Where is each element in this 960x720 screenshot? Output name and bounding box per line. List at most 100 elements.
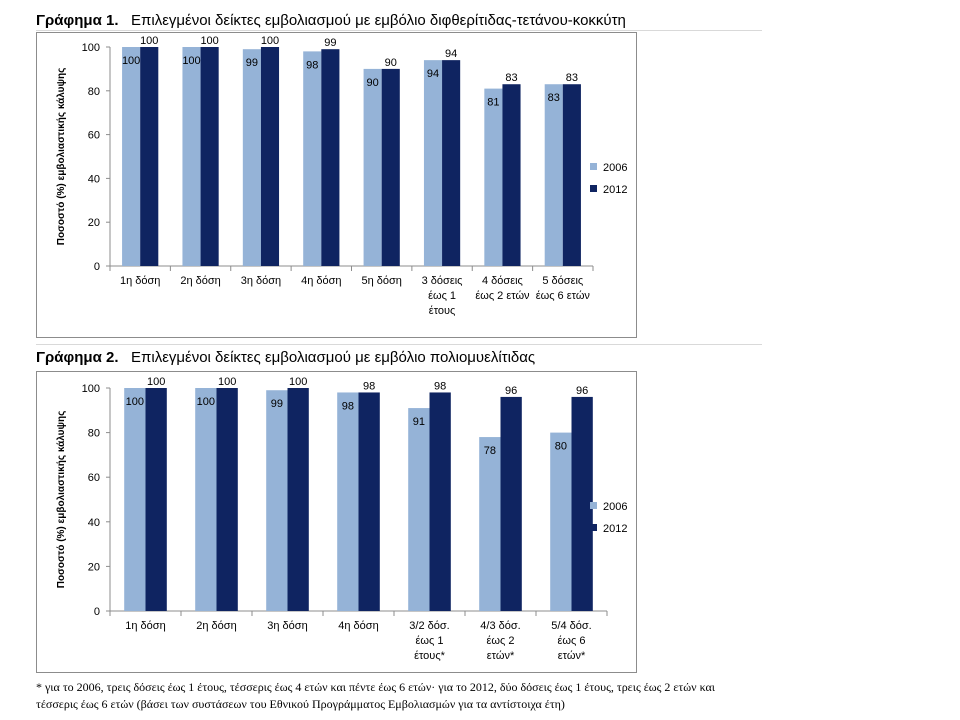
chart-1-data-label-2006: 90 <box>367 77 379 89</box>
chart-1-bar-2006 <box>242 49 261 266</box>
chart-1-y-tick-label: 80 <box>88 86 100 98</box>
chart-1-legend-swatch-2012 <box>590 185 597 192</box>
chart-1-data-label-2012: 100 <box>140 35 158 47</box>
chart-1-y-tick-label: 20 <box>88 217 100 229</box>
chart-1-bar-2012 <box>260 47 280 266</box>
chart-2-y-axis-label: Ποσοστό (%) εμβολιαστικής κάλυψης <box>56 411 67 589</box>
chart-1-y-axis-label: Ποσοστό (%) εμβολιαστικής κάλυψης <box>56 68 67 246</box>
chart-2-legend-label-2012: 2012 <box>603 523 627 535</box>
chart-2-x-tick-label: έως 1 <box>416 635 444 647</box>
chart-2-label: Γράφημα 2. <box>36 349 119 366</box>
chart-1-data-label-2006: 98 <box>306 59 318 71</box>
chart-1-data-label-2012: 100 <box>200 35 218 47</box>
chart-1-title-text: Επιλεγμένοι δείκτες εμβολιασμού με εμβόλ… <box>131 12 626 29</box>
chart-1-label: Γράφημα 1. <box>36 12 119 29</box>
chart-2-data-label-2012: 100 <box>218 376 236 388</box>
chart-1-bar-2006 <box>544 84 563 266</box>
chart-1-bar-2012 <box>381 68 400 267</box>
chart-2-bar-2006 <box>550 432 572 611</box>
chart-2-x-tick-label: 3/2 δόσ. <box>409 620 449 632</box>
chart-2-legend-swatch-2012 <box>590 524 597 531</box>
chart-1-bar-2006 <box>303 51 322 266</box>
chart-2-bar-2006 <box>337 392 359 611</box>
chart-2-title-text: Επιλεγμένοι δείκτες εμβολιασμού με εμβόλ… <box>131 349 536 366</box>
chart-1-data-label-2012: 100 <box>261 35 279 47</box>
chart-1-data-label-2012: 94 <box>445 48 457 60</box>
chart-2-bar-2012 <box>358 392 380 611</box>
chart-2-x-tick-label: 1η δόση <box>125 620 165 632</box>
chart-2-svg: 0 20 40 60 80 100 Ποσοστό (%) εμβολιαστικής κά… <box>56 376 627 662</box>
chart-1-y-tick-label: 60 <box>88 130 100 142</box>
chart-1-data-label-2006: 81 <box>487 97 499 109</box>
chart-1-bar-2006 <box>363 68 382 267</box>
chart-2-data-label-2006: 100 <box>197 396 215 408</box>
chart-1-x-tick-label: 4 δόσεις <box>482 275 523 287</box>
chart-1-x-tick-label: έως 6 ετών <box>536 290 591 302</box>
chart-2-bar-2006 <box>124 388 146 611</box>
chart-1-legend-swatch-2006 <box>590 163 597 170</box>
chart-2-title: Γράφημα 2. Επιλεγμένοι δείκτες εμβολιασμ… <box>36 349 535 366</box>
chart-2-x-tick-label: έως 6 <box>558 635 586 647</box>
chart-1-rule <box>36 30 762 31</box>
chart-1-title: Γράφημα 1. Επιλεγμένοι δείκτες εμβολιασμ… <box>36 12 626 29</box>
chart-1-bar-2012 <box>200 47 219 266</box>
chart-1-x-tick-label: έως 1 <box>428 290 456 302</box>
chart-2-bar-2012 <box>571 396 593 611</box>
chart-2-bar-2006 <box>195 388 217 611</box>
chart-2-data-label-2006: 78 <box>484 445 496 457</box>
chart-1-x-tick-label: 2η δόση <box>180 275 220 287</box>
chart-2-x-tick-label: 3η δόση <box>267 620 307 632</box>
chart-2-bar-2006 <box>266 390 288 611</box>
chart-2-data-label-2012: 98 <box>434 380 446 392</box>
chart-2-data-label-2006: 91 <box>413 416 425 428</box>
chart-2-data-label-2012: 96 <box>505 385 517 397</box>
chart-2-bar-2012 <box>429 392 451 611</box>
chart-1-x-tick-label: 3η δόση <box>241 275 281 287</box>
chart-2-bar-2012 <box>287 388 309 611</box>
chart-1-data-label-2006: 99 <box>246 57 258 69</box>
chart-1-x-tick-label: 3 δόσεις <box>422 275 463 287</box>
chart-1-bar-2012 <box>562 84 581 266</box>
chart-1-legend-label-2012: 2012 <box>603 184 627 196</box>
chart-2-bar-2006 <box>408 408 430 611</box>
chart-1-y-tick-label: 0 <box>94 261 100 273</box>
chart-1-data-label-2012: 99 <box>324 37 336 49</box>
chart-1-x-tick-label: έτους <box>429 305 456 317</box>
chart-2-data-label-2006: 99 <box>271 398 283 410</box>
chart-2-y-tick-label: 100 <box>82 383 100 395</box>
chart-2-rule-top <box>36 344 762 345</box>
chart-2-data-label-2012: 96 <box>576 385 588 397</box>
chart-2-frame: 0 20 40 60 80 100 Ποσοστό (%) εμβολιαστικής κά… <box>36 371 637 673</box>
chart-2-x-tick-label: ετών* <box>487 650 515 662</box>
chart-2-data-label-2012: 100 <box>289 376 307 388</box>
chart-2-x-tick-label: 2η δόση <box>196 620 236 632</box>
chart-1-data-label-2006: 100 <box>182 55 200 67</box>
chart-1-y-tick-label: 40 <box>88 173 100 185</box>
chart-2-y-tick-label: 40 <box>88 517 100 529</box>
chart-1-x-tick-label: 5η δόση <box>361 275 401 287</box>
chart-1-svg: 0 20 40 60 80 100 Ποσοστό (%) εμβολιαστικής κά… <box>56 35 627 317</box>
chart-1-data-label-2006: 83 <box>548 92 560 104</box>
chart-1-x-tick-label: 4η δόση <box>301 275 341 287</box>
chart-1-bar-2006 <box>484 88 503 266</box>
chart-2-x-tick-label: ετών* <box>558 650 586 662</box>
chart-1-x-tick-label: 1η δόση <box>120 275 160 287</box>
chart-1-bar-2012 <box>140 47 159 266</box>
chart-1-bar-2006 <box>423 60 443 266</box>
chart-2-legend-swatch-2006 <box>590 502 597 509</box>
chart-2-y-tick-label: 0 <box>94 606 100 618</box>
chart-2-y-tick-label: 60 <box>88 472 100 484</box>
footnote: * για το 2006, τρεις δόσεις έως 1 έτους,… <box>36 680 716 711</box>
chart-2-x-tick-label: 4η δόση <box>338 620 378 632</box>
chart-2-y-tick-label: 20 <box>88 561 100 573</box>
chart-1-data-label-2012: 90 <box>385 57 397 69</box>
chart-2-data-label-2006: 80 <box>555 441 567 453</box>
chart-2-x-tick-label: 4/3 δόσ. <box>480 620 520 632</box>
chart-1-bar-2012 <box>321 49 340 266</box>
chart-2-bar-2012 <box>145 388 167 611</box>
chart-2-data-label-2006: 98 <box>342 400 354 412</box>
chart-1-frame: 0 20 40 60 80 100 Ποσοστό (%) εμβολιαστικής κά… <box>36 32 637 338</box>
chart-1-x-tick-label: 5 δόσεις <box>542 275 583 287</box>
chart-1-legend-label-2006: 2006 <box>603 162 627 174</box>
